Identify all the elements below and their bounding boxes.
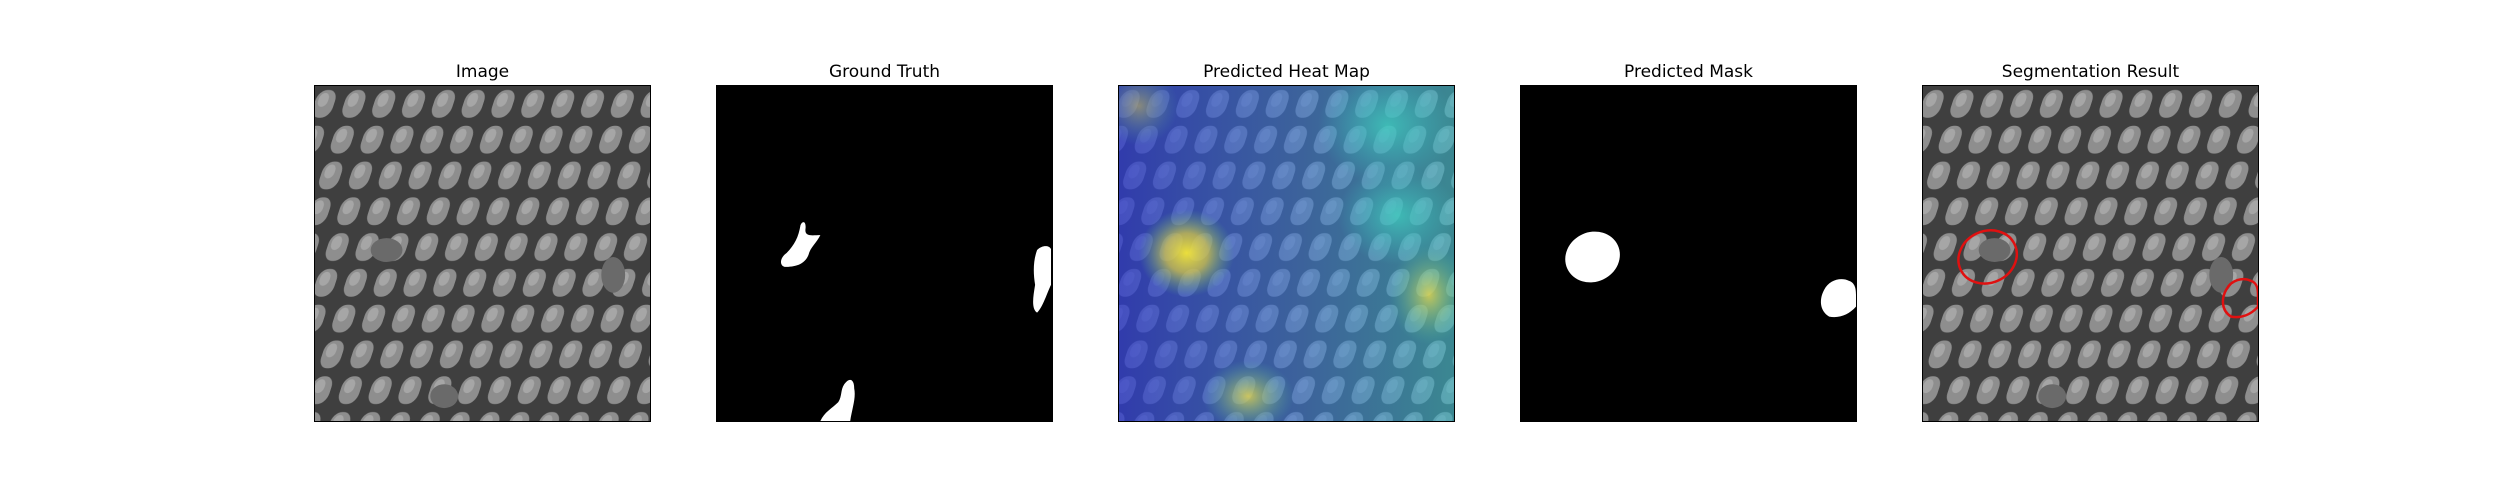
ground-truth-frame (716, 85, 1053, 422)
panel-title: Image (455, 62, 510, 82)
predicted-mask (1521, 86, 1856, 421)
mask-frame (1520, 85, 1857, 422)
panel-title: Ground Truth (828, 62, 941, 82)
ground-truth-mask (717, 86, 1052, 421)
heat-map-frame (1118, 85, 1455, 422)
panel-title: Segmentation Result (2001, 62, 2180, 82)
mesh-image (315, 86, 650, 421)
panel-title: Predicted Heat Map (1203, 62, 1370, 82)
segmentation-image (1923, 86, 2258, 421)
heat-map-image (1119, 86, 1454, 421)
segmentation-frame (1922, 85, 2259, 422)
image-frame (314, 85, 651, 422)
panel-title: Predicted Mask (1624, 62, 1753, 82)
